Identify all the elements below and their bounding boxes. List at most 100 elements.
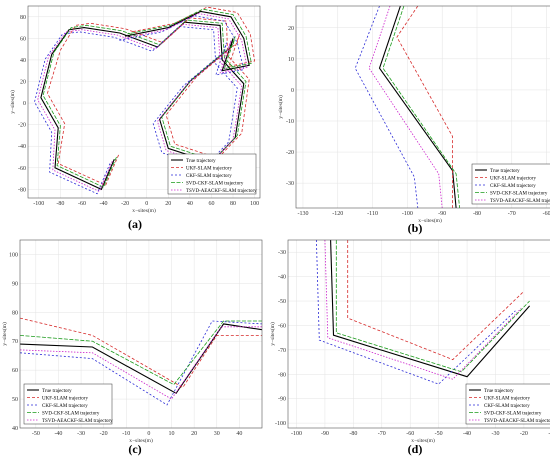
x-tick-label: -30 — [77, 431, 85, 437]
y-tick-label: -80 — [278, 372, 286, 378]
legend-label: True trajectory — [490, 169, 520, 174]
panel-c: -50 -40 -30 -20 -10 0 10 20 30 40 40 50 60 70 80 90 100 x… — [1, 239, 263, 456]
series-line-tsvd — [37, 13, 248, 193]
x-tick-label: -70 — [378, 431, 386, 437]
x-tick-label: -60 — [406, 431, 414, 437]
y-tick-label: 40 — [12, 426, 18, 432]
series-line-ukf — [20, 317, 262, 389]
legend: True trajectory UKF-SLAM trajectory CKF-SL… — [167, 153, 257, 195]
x-axis-label: x−sites(m) — [129, 437, 153, 444]
panel-label: (c) — [128, 442, 141, 456]
x-tick-label: -20 — [100, 431, 108, 437]
x-tick-label: 80 — [230, 201, 236, 207]
x-tick-label: -100 — [291, 431, 302, 437]
legend-label: TSVD-AEACKF-SLAM trajectory — [42, 419, 113, 424]
series-line-svdckf — [42, 8, 252, 188]
series-line-svdckf — [20, 320, 262, 386]
x-tick-label: 10 — [169, 431, 175, 437]
y-tick-label: 90 — [12, 281, 18, 287]
series-line-ckf — [20, 320, 262, 406]
y-tick-label: -20 — [286, 150, 294, 156]
series-group — [354, 6, 460, 208]
y-tick-label: -30 — [278, 250, 286, 256]
legend: True trajectory UKF-SLAM trajectory CKF-SL… — [465, 383, 550, 425]
x-tick-label: -40 — [54, 431, 62, 437]
y-tick-label: -20 — [18, 123, 26, 129]
x-axis-label: x−sites(m) — [418, 217, 442, 224]
x-tick-label: 40 — [187, 201, 193, 207]
series-line-tsvd — [324, 240, 522, 380]
x-tick-label: -60 — [78, 201, 86, 207]
x-tick-label: -50 — [435, 431, 443, 437]
panel-label: (d) — [408, 442, 423, 456]
legend-label: UKF-SLAM trajectory — [490, 176, 536, 181]
y-axis-label: y−sites(m) — [9, 90, 16, 114]
y-tick-label: 0 — [291, 88, 294, 94]
x-axis-label: x−sites(m) — [411, 437, 435, 444]
legend-box — [471, 163, 550, 205]
panel-a: -100 -80 -60 -40 -20 0 20 40 60 80 100 -80 -60 -40 -20… — [9, 5, 261, 231]
y-tick-label: -80 — [18, 187, 26, 193]
series-line-true — [378, 6, 457, 208]
x-tick-label: -20 — [121, 201, 129, 207]
x-tick-label: 30 — [214, 431, 220, 437]
y-tick-label: -30 — [286, 181, 294, 187]
series-line-svdckf — [382, 6, 460, 208]
legend: True trajectory UKF-SLAM trajectory CKF-SL… — [471, 163, 550, 205]
series-line-ukf — [46, 6, 256, 186]
y-tick-label: 20 — [288, 26, 294, 32]
panel-label: (a) — [128, 217, 142, 231]
y-tick-label: 60 — [20, 36, 26, 42]
legend-label: True trajectory — [484, 389, 514, 394]
x-tick-label: -120 — [332, 211, 343, 217]
legend-label: True trajectory — [186, 159, 216, 164]
x-tick-label: -80 — [56, 201, 64, 207]
y-tick-label: 70 — [12, 339, 18, 345]
x-tick-label: -90 — [321, 431, 329, 437]
series-line-ukf — [396, 6, 454, 208]
x-tick-label: -10 — [548, 431, 550, 437]
y-tick-label: -100 — [275, 421, 286, 427]
x-tick-label: -30 — [491, 431, 499, 437]
y-tick-label: 80 — [12, 310, 18, 316]
plot-frame — [295, 5, 550, 209]
x-tick-label: -80 — [473, 211, 481, 217]
x-tick-label: -40 — [463, 431, 471, 437]
x-axis-label: x−sites(m) — [132, 207, 156, 214]
x-tick-label: -20 — [520, 431, 528, 437]
x-tick-label: -100 — [33, 201, 44, 207]
x-tick-label: 0 — [147, 431, 150, 437]
series-line-tsvd — [20, 326, 262, 400]
y-tick-label: -70 — [278, 348, 286, 354]
x-tick-label: 0 — [145, 201, 148, 207]
y-tick-label: 0 — [23, 101, 26, 107]
legend-label: CKF-SLAM trajectory — [490, 184, 536, 189]
legend-label: TSVD-AEACKF-SLAM trajectory — [490, 199, 550, 204]
series-group — [316, 240, 531, 385]
y-tick-label: -40 — [278, 275, 286, 281]
legend-label: UKF-SLAM trajectory — [484, 396, 530, 401]
series-line-ckf — [316, 240, 516, 385]
legend-label: UKF-SLAM trajectory — [42, 396, 88, 401]
y-tick-label: -60 — [18, 166, 26, 172]
x-tick-label: -80 — [349, 431, 357, 437]
series-line-true — [20, 323, 262, 395]
x-tick-label: -100 — [402, 211, 413, 217]
y-axis-label: y−sites(m) — [277, 95, 284, 119]
y-tick-label: -50 — [278, 299, 286, 305]
series-line-svdckf — [335, 240, 530, 373]
y-tick-label: 80 — [20, 15, 26, 21]
legend-label: SVD-CKF-SLAM trajectory — [186, 181, 244, 186]
series-line-true — [330, 240, 531, 378]
panel-b: -130 -120 -110 -100 -90 -80 -70 -60-30-20-10010… — [277, 5, 550, 235]
x-tick-label: 100 — [250, 201, 259, 207]
legend-label: SVD-CKF-SLAM trajectory — [484, 411, 542, 416]
legend-label: CKF-SLAM trajectory — [186, 174, 232, 179]
legend-label: TSVD-AEACKF-SLAM trajectory — [484, 419, 550, 424]
legend-label: UKF-SLAM trajectory — [186, 166, 232, 171]
y-tick-label: 60 — [12, 368, 18, 374]
y-tick-label: -10 — [286, 119, 294, 125]
plot-frame — [27, 5, 261, 199]
x-tick-label: -40 — [100, 201, 108, 207]
